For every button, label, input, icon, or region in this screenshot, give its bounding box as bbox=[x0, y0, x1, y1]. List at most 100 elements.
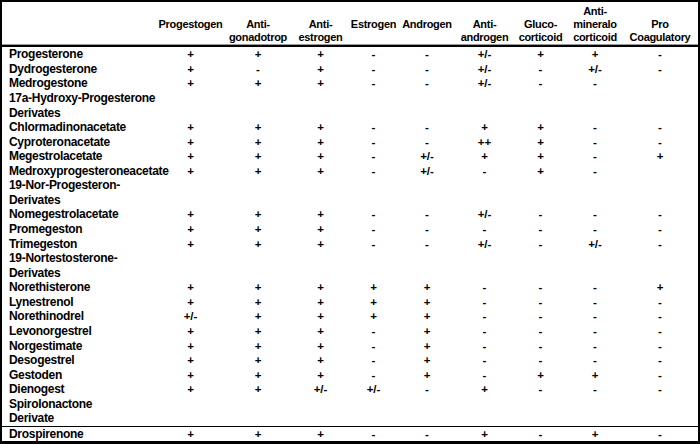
table-row: Norethinodrel+/-++++---- bbox=[2, 309, 698, 324]
cell-value bbox=[349, 251, 398, 266]
column-header: ProCoagulatory bbox=[622, 18, 698, 44]
cell-value: - bbox=[349, 353, 398, 368]
cell-value: - bbox=[568, 76, 622, 91]
cell-value bbox=[398, 105, 456, 120]
cell-value: +/- bbox=[568, 62, 622, 77]
cell-value bbox=[292, 91, 349, 106]
cell-value bbox=[513, 193, 568, 208]
cell-value bbox=[513, 105, 568, 120]
cell-value bbox=[456, 265, 513, 280]
cell-value: - bbox=[513, 324, 568, 339]
cell-value: - bbox=[622, 207, 698, 222]
cell-value bbox=[513, 265, 568, 280]
section-label: 19-Nor-Progesteron- bbox=[2, 178, 157, 193]
cell-value bbox=[157, 91, 224, 106]
section-label: 19-Nortestosterone- bbox=[2, 251, 157, 266]
cell-value: - bbox=[349, 164, 398, 179]
cell-value: + bbox=[224, 134, 292, 149]
section-label: Derivates bbox=[2, 105, 157, 120]
cell-value: + bbox=[157, 164, 224, 179]
cell-value: + bbox=[292, 324, 349, 339]
cell-value: - bbox=[456, 295, 513, 310]
row-label: Promegeston bbox=[2, 222, 157, 237]
cell-value: + bbox=[398, 353, 456, 368]
column-header-line: Pro bbox=[622, 18, 698, 31]
cell-value: + bbox=[224, 149, 292, 164]
cell-value bbox=[456, 91, 513, 106]
cell-value: +/- bbox=[456, 76, 513, 91]
cell-value: +/- bbox=[456, 207, 513, 222]
cell-value bbox=[157, 251, 224, 266]
cell-value bbox=[456, 193, 513, 208]
cell-value: - bbox=[349, 76, 398, 91]
cell-value bbox=[398, 193, 456, 208]
column-header: Progestogen bbox=[157, 18, 224, 44]
cell-value bbox=[622, 91, 698, 106]
cell-value: + bbox=[292, 236, 349, 251]
column-header-line: Gluco- bbox=[513, 18, 568, 31]
row-label: Desogestrel bbox=[2, 353, 157, 368]
column-header-line: estrogen bbox=[292, 31, 349, 44]
cell-value: + bbox=[292, 222, 349, 237]
cell-value bbox=[398, 251, 456, 266]
cell-value: - bbox=[622, 222, 698, 237]
column-header-line: corticoid bbox=[568, 31, 622, 44]
cell-value: - bbox=[622, 134, 698, 149]
cell-value: +/- bbox=[292, 382, 349, 397]
cell-value: + bbox=[224, 164, 292, 179]
cell-value: - bbox=[568, 324, 622, 339]
cell-value: + bbox=[292, 149, 349, 164]
cell-value bbox=[292, 265, 349, 280]
column-header: Anti-mineralocorticoid bbox=[568, 5, 622, 44]
cell-value bbox=[622, 411, 698, 426]
cell-value: - bbox=[622, 324, 698, 339]
cell-value: + bbox=[157, 338, 224, 353]
cell-value: + bbox=[292, 134, 349, 149]
cell-value bbox=[456, 251, 513, 266]
cell-value: - bbox=[622, 236, 698, 251]
cell-value: + bbox=[398, 324, 456, 339]
cell-value: + bbox=[622, 149, 698, 164]
cell-value bbox=[349, 105, 398, 120]
row-label: Medrogestone bbox=[2, 76, 157, 91]
column-header-line: Anti- bbox=[224, 18, 292, 31]
cell-value: + bbox=[349, 309, 398, 324]
cell-value: + bbox=[398, 295, 456, 310]
cell-value: + bbox=[292, 280, 349, 295]
cell-value: + bbox=[157, 47, 224, 62]
cell-value bbox=[224, 105, 292, 120]
section-row: 19-Nor-Progesteron- bbox=[2, 178, 698, 193]
cell-value: - bbox=[622, 62, 698, 77]
cell-value: + bbox=[292, 309, 349, 324]
cell-value bbox=[224, 265, 292, 280]
cell-value: - bbox=[622, 427, 698, 442]
cell-value: + bbox=[568, 427, 622, 442]
section-row: Spirolonactone bbox=[2, 397, 698, 412]
cell-value: - bbox=[456, 324, 513, 339]
table-row: Medroxyprogesteroneacetate+++-+/--+- bbox=[2, 164, 698, 179]
cell-value: - bbox=[568, 222, 622, 237]
cell-value: + bbox=[292, 427, 349, 442]
row-label: Trimegeston bbox=[2, 236, 157, 251]
table-header: Progestogen Anti-gonadotropAnti-estrogen… bbox=[2, 2, 698, 44]
section-label: Spirolonactone bbox=[2, 397, 157, 412]
cell-value: +/- bbox=[349, 382, 398, 397]
cell-value: + bbox=[568, 47, 622, 62]
cell-value: ++ bbox=[456, 134, 513, 149]
row-label: Lynestrenol bbox=[2, 295, 157, 310]
cell-value bbox=[622, 193, 698, 208]
cell-value: + bbox=[224, 76, 292, 91]
cell-value: + bbox=[292, 353, 349, 368]
cell-value: + bbox=[456, 149, 513, 164]
cell-value: + bbox=[398, 309, 456, 324]
cell-value: - bbox=[622, 120, 698, 135]
table-row: Lynestrenol+++++---- bbox=[2, 295, 698, 310]
cell-value bbox=[349, 178, 398, 193]
cell-value bbox=[622, 76, 698, 91]
cell-value bbox=[513, 178, 568, 193]
section-label: Derivate bbox=[2, 411, 157, 426]
table-row: Nomegestrolacetate+++--+/---- bbox=[2, 207, 698, 222]
cell-value: - bbox=[622, 367, 698, 382]
cell-value: + bbox=[224, 367, 292, 382]
cell-value: + bbox=[157, 324, 224, 339]
